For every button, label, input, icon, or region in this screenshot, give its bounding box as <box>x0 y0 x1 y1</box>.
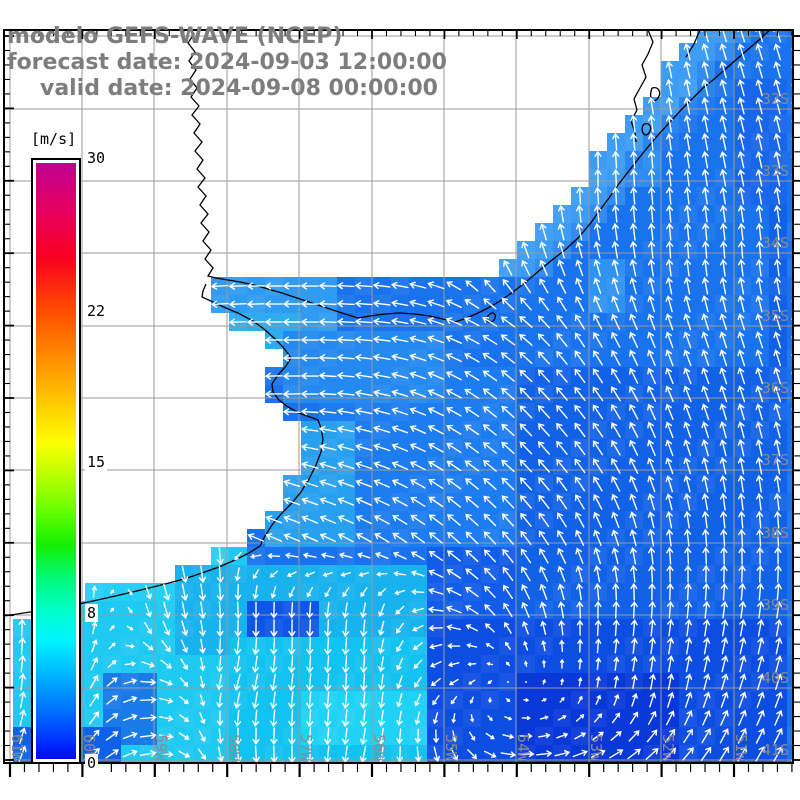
colorbar <box>31 158 81 764</box>
ocean-cells <box>13 30 793 763</box>
svg-text:41S: 41S <box>762 741 789 759</box>
svg-text:39S: 39S <box>762 596 789 614</box>
svg-text:33S: 33S <box>762 162 789 180</box>
lat-labels: 31S 32S 33S 34S 35S 36S 37S 38S 39S 40S 41S <box>762 17 789 759</box>
lon-labels: 61W 60W 59W 58W 57W 56W 55W 54W 53W 52W 51W <box>8 734 750 762</box>
svg-text:32S: 32S <box>762 90 789 108</box>
svg-text:58W: 58W <box>225 734 243 762</box>
map-frame-ticks <box>3 29 800 777</box>
svg-text:57W: 57W <box>297 734 315 762</box>
svg-text:35S: 35S <box>762 307 789 325</box>
svg-text:52W: 52W <box>659 734 677 762</box>
colorbar-tick-label: 22 <box>85 302 108 320</box>
colorbar-tick-label: 30 <box>85 149 108 167</box>
colorbar-tick-label: 0 <box>85 754 99 772</box>
svg-text:55W: 55W <box>442 734 460 762</box>
colorbar-unit-label: [m/s] <box>29 130 79 148</box>
svg-text:40S: 40S <box>762 669 789 687</box>
svg-text:59W: 59W <box>152 734 170 762</box>
svg-text:61W: 61W <box>8 734 26 762</box>
svg-text:54W: 54W <box>514 734 532 762</box>
colorbar-gradient <box>36 163 76 759</box>
svg-text:51W: 51W <box>732 734 750 762</box>
svg-text:36S: 36S <box>762 379 789 397</box>
colorbar-tick-label: 15 <box>85 453 108 471</box>
svg-text:31S: 31S <box>762 17 789 35</box>
wind-arrows <box>18 30 793 763</box>
svg-text:38S: 38S <box>762 524 789 542</box>
svg-text:56W: 56W <box>370 734 388 762</box>
svg-text:34S: 34S <box>762 234 789 252</box>
svg-text:37S: 37S <box>762 451 789 469</box>
svg-text:53W: 53W <box>587 734 605 762</box>
colorbar-tick-label: 8 <box>85 604 99 622</box>
